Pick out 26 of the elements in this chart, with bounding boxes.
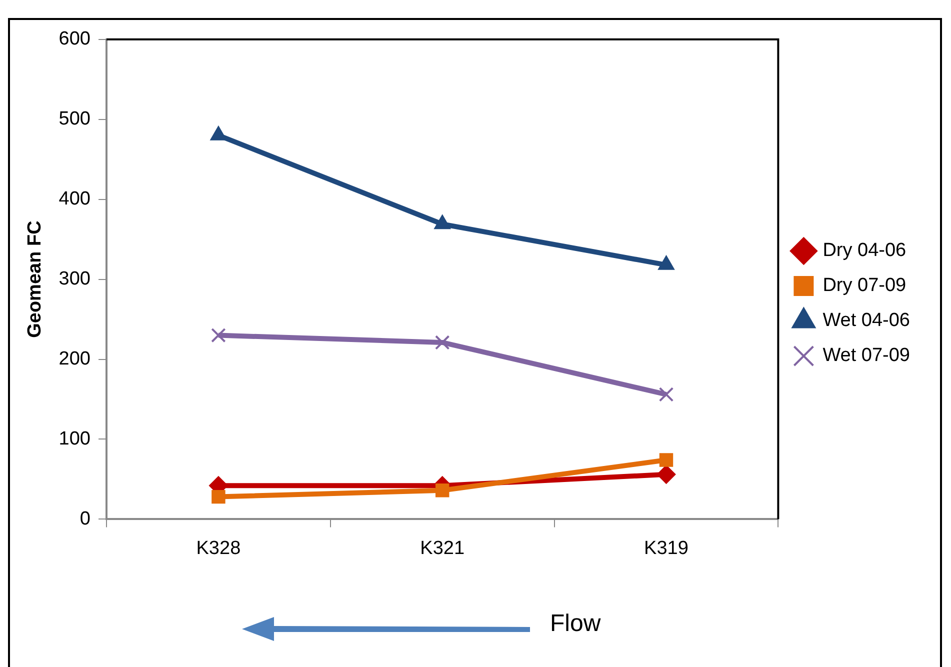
point: [212, 490, 226, 504]
y-axis-title: Geomean FC: [24, 220, 46, 338]
y-tick-label: 300: [58, 268, 90, 290]
legend-label: Dry 04-06: [822, 240, 906, 262]
point: [658, 387, 674, 402]
y-tick-label: 400: [58, 188, 90, 210]
x-tick-label: K328: [196, 538, 241, 559]
text: Flow: [550, 610, 601, 638]
y-tick-label: 600: [58, 28, 90, 50]
y-tick-label: 100: [58, 428, 90, 450]
point: [434, 335, 450, 350]
point: [211, 328, 226, 343]
point: [434, 214, 451, 230]
x-tick-label: K319: [644, 538, 688, 559]
point: [435, 484, 450, 498]
point: [659, 453, 674, 467]
x-tick-label: K321: [420, 538, 465, 559]
point: [210, 126, 227, 140]
y-tick-label: 200: [58, 348, 90, 370]
point: [656, 464, 676, 484]
legend-label: Dry 07-09: [822, 275, 906, 296]
legend-label: Wet 04-06: [822, 310, 910, 332]
y-tick-label: 0: [80, 508, 90, 530]
legend-label: Wet 07-09: [822, 345, 910, 366]
point: [658, 255, 675, 270]
y-tick-label: 500: [58, 108, 90, 130]
